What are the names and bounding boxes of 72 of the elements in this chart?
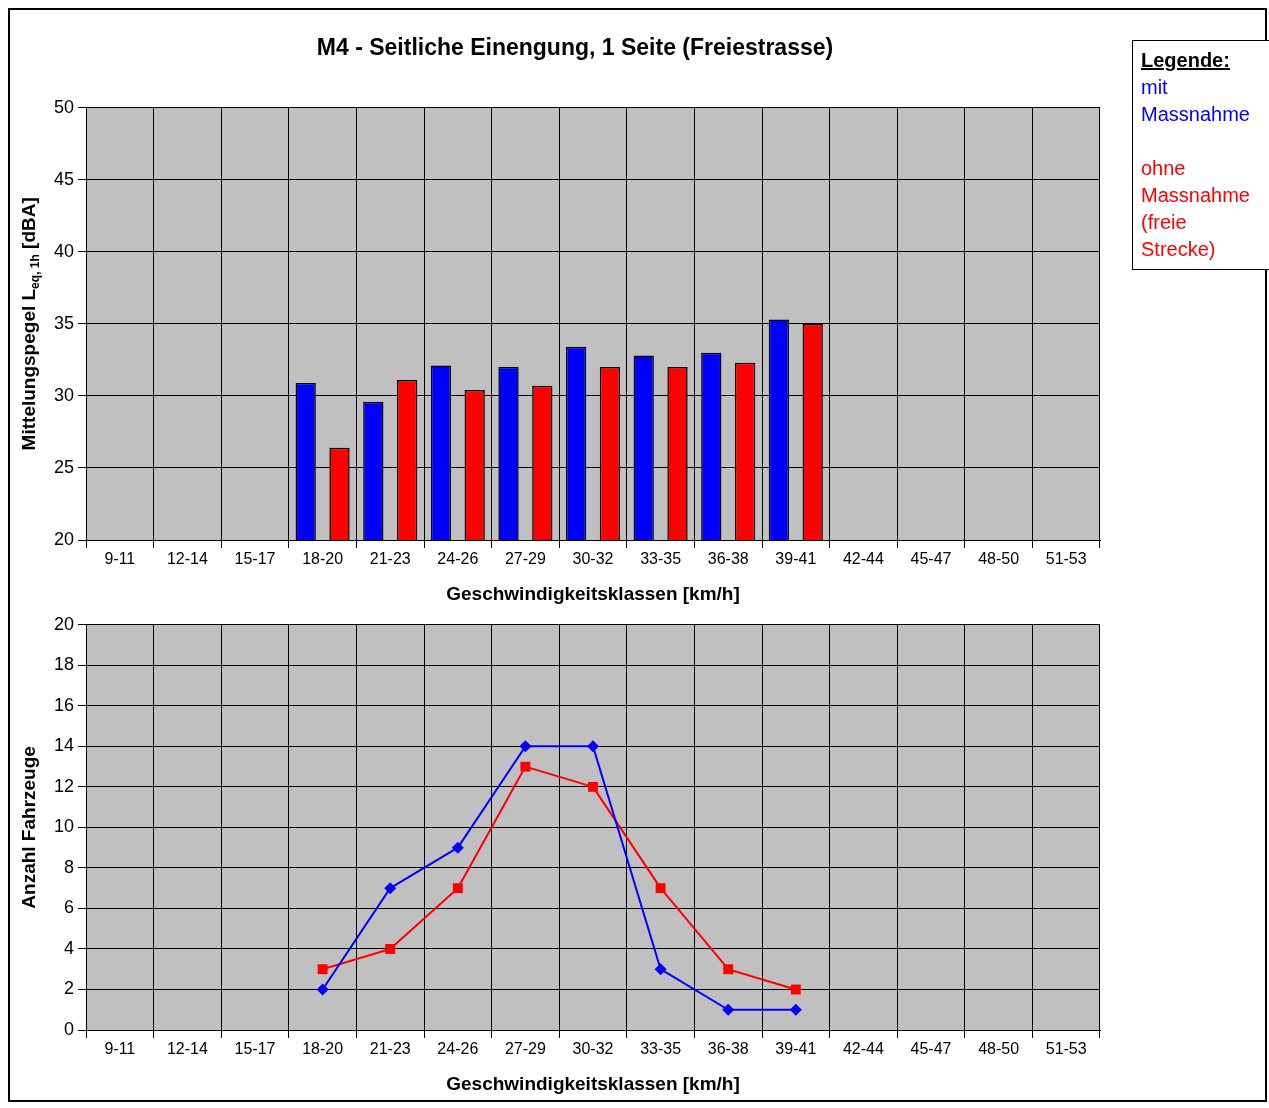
x-tick-label: 33-35 xyxy=(640,1040,682,1058)
point xyxy=(451,841,464,854)
x-axis-title: Geschwindigkeitsklassen [km/h] xyxy=(446,1072,740,1094)
x-tick-label: 21-23 xyxy=(369,550,411,568)
legend-title: Legende: xyxy=(1141,48,1231,73)
point xyxy=(384,882,397,895)
point xyxy=(587,740,600,753)
x-tick-label: 15-17 xyxy=(234,550,276,568)
y-tick-label: 2 xyxy=(64,978,75,999)
point xyxy=(722,1003,735,1016)
x-tick-label: 15-17 xyxy=(234,1040,276,1058)
x-tick-label: 27-29 xyxy=(504,1040,546,1058)
y-tick-label: 45 xyxy=(53,168,75,189)
x-tick-label: 39-41 xyxy=(775,1040,817,1058)
x-tick-label: 45-47 xyxy=(910,1040,952,1058)
y-tick-label: 12 xyxy=(53,775,75,796)
x-tick-label: 33-35 xyxy=(640,550,682,568)
x-tick-label: 12-14 xyxy=(166,550,208,568)
y-tick-label: 20 xyxy=(53,613,75,634)
y-axis-title: Anzahl Fahrzeuge xyxy=(18,746,40,909)
y-tick-label: 25 xyxy=(53,456,75,477)
point xyxy=(654,963,667,976)
x-tick-label: 48-50 xyxy=(978,1040,1020,1058)
y-tick-label: 8 xyxy=(64,856,75,877)
y-axis-title: Mittelungspegel Leq, 1h [dBA] xyxy=(18,197,43,451)
y-tick-label: 18 xyxy=(53,654,75,675)
point xyxy=(723,964,734,975)
point xyxy=(452,883,463,894)
x-tick-label: 48-50 xyxy=(978,550,1020,568)
x-tick-label: 18-20 xyxy=(302,1040,344,1058)
point xyxy=(317,964,328,975)
x-tick-label: 45-47 xyxy=(910,550,952,568)
y-tick-label: 30 xyxy=(53,384,75,405)
x-tick-label: 42-44 xyxy=(842,1040,884,1058)
x-tick-label: 30-32 xyxy=(572,1040,614,1058)
y-tick-label: 14 xyxy=(53,735,75,756)
x-tick-label: 9-11 xyxy=(104,1040,136,1058)
y-tick-label: 40 xyxy=(53,240,75,261)
text: ohne Massnahme (freie Strecke) xyxy=(1141,156,1251,262)
x-tick-label: 27-29 xyxy=(504,550,546,568)
y-tick-label: 20 xyxy=(53,528,75,549)
y-tick-label: 6 xyxy=(64,897,75,918)
x-tick-label: 24-26 xyxy=(437,550,479,568)
y-tick-label: 50 xyxy=(53,96,75,117)
x-tick-label: 9-11 xyxy=(104,550,136,568)
x-tick-label: 18-20 xyxy=(302,550,344,568)
point xyxy=(520,761,531,772)
point xyxy=(316,983,329,996)
point xyxy=(790,984,801,995)
x-tick-label: 24-26 xyxy=(437,1040,479,1058)
point xyxy=(519,740,532,753)
y-tick-label: 4 xyxy=(64,937,75,958)
chart-title: M4 - Seitliche Einengung, 1 Seite (Freiestrasse) xyxy=(316,34,834,61)
text: mit Massnahme xyxy=(1141,75,1251,127)
point xyxy=(385,944,396,954)
point xyxy=(789,1003,802,1016)
y-tick-label: 16 xyxy=(53,694,75,715)
x-tick-label: 42-44 xyxy=(842,550,884,568)
x-tick-label: 21-23 xyxy=(369,1040,411,1058)
x-tick-label: 51-53 xyxy=(1045,1040,1087,1058)
x-axis-title: Geschwindigkeitsklassen [km/h] xyxy=(446,582,740,604)
x-tick-label: 36-38 xyxy=(707,1040,749,1058)
y-tick-label: 0 xyxy=(64,1018,75,1039)
x-tick-label: 39-41 xyxy=(775,550,817,568)
x-tick-label: 51-53 xyxy=(1045,550,1087,568)
point xyxy=(588,781,598,792)
x-tick-label: 36-38 xyxy=(707,550,749,568)
y-tick-label: 10 xyxy=(53,816,75,837)
x-tick-label: 12-14 xyxy=(166,1040,208,1058)
point xyxy=(655,883,666,894)
y-tick-label: 35 xyxy=(53,312,75,333)
x-tick-label: 30-32 xyxy=(572,550,614,568)
